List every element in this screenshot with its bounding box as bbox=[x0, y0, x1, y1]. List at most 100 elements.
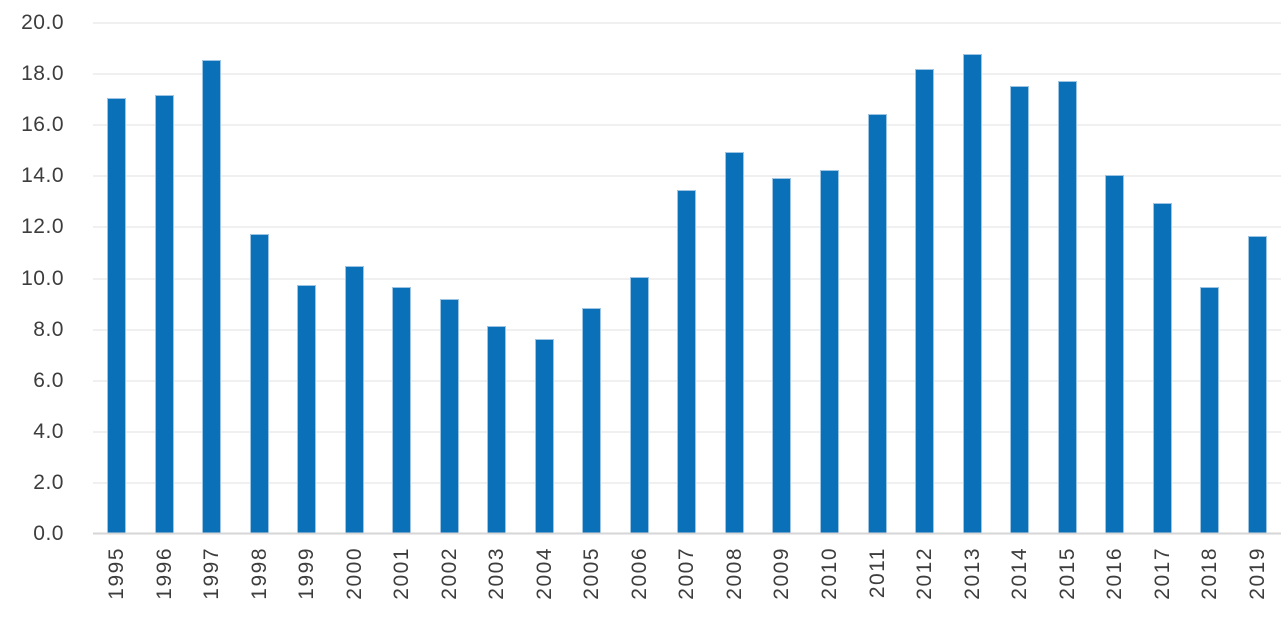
bar-slot bbox=[1138, 23, 1186, 534]
bar-slot bbox=[901, 23, 949, 534]
gridline bbox=[93, 73, 1281, 75]
y-tick-label: 10.0 bbox=[21, 266, 64, 290]
x-tick-label: 2016 bbox=[1103, 547, 1127, 600]
bar-1997 bbox=[202, 60, 222, 534]
x-tick-label: 1995 bbox=[105, 547, 129, 600]
y-tick-label: 18.0 bbox=[21, 62, 64, 86]
bar-2014 bbox=[1010, 85, 1030, 534]
x-tick-label: 1997 bbox=[200, 547, 224, 600]
bar-slot bbox=[568, 23, 616, 534]
bar-2011 bbox=[867, 113, 887, 534]
bar-2003 bbox=[487, 325, 507, 534]
y-tick-label: 2.0 bbox=[33, 470, 64, 494]
bar-slot bbox=[996, 23, 1044, 534]
bar-2018 bbox=[1200, 287, 1220, 534]
bar-slot bbox=[236, 23, 284, 534]
x-slot: 1998 bbox=[236, 547, 284, 627]
x-tick-label: 2019 bbox=[1245, 547, 1269, 600]
x-tick-label: 2010 bbox=[817, 547, 841, 600]
bar-2008 bbox=[724, 152, 744, 534]
bars-layer bbox=[93, 23, 1281, 534]
y-tick-label: 12.0 bbox=[21, 215, 64, 239]
y-tick-label: 16.0 bbox=[21, 113, 64, 137]
x-tick-label: 2006 bbox=[627, 547, 651, 600]
x-slot: 2004 bbox=[521, 547, 569, 627]
x-axis: 1995 1996 1997 1998 1999 2000 2001 2002 2003 2004… bbox=[93, 547, 1281, 627]
x-tick-label: 2008 bbox=[722, 547, 746, 600]
x-slot: 1997 bbox=[188, 547, 236, 627]
bar-2002 bbox=[439, 298, 459, 534]
bar-slot bbox=[853, 23, 901, 534]
x-slot: 2015 bbox=[1043, 547, 1091, 627]
bar-2017 bbox=[1152, 203, 1172, 534]
bar-slot bbox=[93, 23, 141, 534]
x-slot: 2001 bbox=[378, 547, 426, 627]
x-slot: 2016 bbox=[1091, 547, 1139, 627]
bar-slot bbox=[663, 23, 711, 534]
bar-slot bbox=[426, 23, 474, 534]
bar-2005 bbox=[582, 307, 602, 534]
gridline bbox=[93, 175, 1281, 177]
bar-2007 bbox=[677, 190, 697, 534]
x-slot: 2011 bbox=[853, 547, 901, 627]
bar-1999 bbox=[297, 284, 317, 534]
x-slot: 2002 bbox=[426, 547, 474, 627]
x-tick-label: 2004 bbox=[532, 547, 556, 600]
x-slot: 2013 bbox=[948, 547, 996, 627]
x-slot: 1996 bbox=[141, 547, 189, 627]
y-axis: 20.0 18.0 16.0 14.0 12.0 10.0 8.0 6.0 4.0 2.0 0.0 bbox=[0, 11, 64, 545]
bar-2009 bbox=[772, 177, 792, 534]
bar-slot bbox=[331, 23, 379, 534]
bar-slot bbox=[141, 23, 189, 534]
x-tick-label: 1998 bbox=[247, 547, 271, 600]
x-tick-label: 2009 bbox=[770, 547, 794, 600]
bar-slot bbox=[473, 23, 521, 534]
bar-2006 bbox=[629, 277, 649, 534]
x-tick-label: 2011 bbox=[865, 547, 889, 599]
gridline bbox=[93, 22, 1281, 24]
x-tick-label: 2003 bbox=[485, 547, 509, 600]
x-tick-label: 1999 bbox=[295, 547, 319, 600]
x-slot: 2017 bbox=[1138, 547, 1186, 627]
bar-slot bbox=[1186, 23, 1234, 534]
x-tick-label: 2017 bbox=[1150, 547, 1174, 600]
bar-2010 bbox=[819, 169, 839, 534]
x-slot: 2006 bbox=[616, 547, 664, 627]
x-tick-label: 2001 bbox=[390, 547, 414, 600]
bar-slot bbox=[188, 23, 236, 534]
bar-2015 bbox=[1057, 80, 1077, 534]
x-axis-line bbox=[93, 532, 1281, 535]
bar-slot bbox=[1233, 23, 1281, 534]
bar-1995 bbox=[107, 98, 127, 534]
bar-2016 bbox=[1105, 175, 1125, 534]
bar-slot bbox=[948, 23, 996, 534]
x-slot: 2003 bbox=[473, 547, 521, 627]
bar-slot bbox=[711, 23, 759, 534]
bar-2019 bbox=[1247, 236, 1267, 534]
x-tick-label: 2014 bbox=[1008, 547, 1032, 600]
bar-slot bbox=[521, 23, 569, 534]
x-slot: 2008 bbox=[711, 547, 759, 627]
plot-area bbox=[93, 22, 1281, 535]
bar-2004 bbox=[534, 338, 554, 534]
bar-slot bbox=[378, 23, 426, 534]
x-slot: 1999 bbox=[283, 547, 331, 627]
x-slot: 2009 bbox=[758, 547, 806, 627]
x-slot: 2018 bbox=[1186, 547, 1234, 627]
y-tick-label: 20.0 bbox=[21, 11, 64, 34]
x-tick-label: 2005 bbox=[580, 547, 604, 600]
x-tick-label: 2013 bbox=[960, 547, 984, 600]
x-tick-label: 1996 bbox=[152, 547, 176, 600]
y-tick-label: 0.0 bbox=[33, 522, 64, 545]
x-tick-label: 2015 bbox=[1055, 547, 1079, 600]
x-slot: 2000 bbox=[331, 547, 379, 627]
x-slot: 1995 bbox=[93, 547, 141, 627]
x-slot: 2012 bbox=[901, 547, 949, 627]
bar-2000 bbox=[344, 265, 364, 534]
y-tick-label: 14.0 bbox=[21, 164, 64, 188]
x-slot: 2005 bbox=[568, 547, 616, 627]
bar-2012 bbox=[915, 69, 935, 534]
y-tick-label: 6.0 bbox=[33, 368, 64, 392]
bar-slot bbox=[806, 23, 854, 534]
